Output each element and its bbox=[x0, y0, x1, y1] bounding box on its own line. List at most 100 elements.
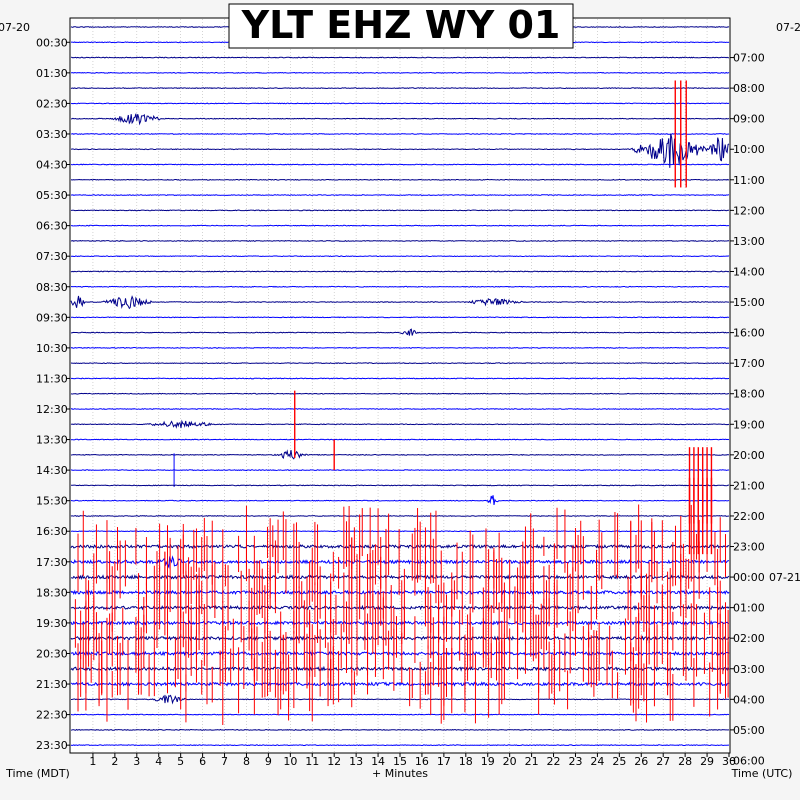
x-tick-label: 26 bbox=[634, 755, 648, 768]
x-tick-label: 23 bbox=[568, 755, 582, 768]
seismic-trace bbox=[70, 744, 729, 747]
chart-title: YLT EHZ WY 01 bbox=[241, 3, 561, 47]
seismic-trace bbox=[70, 87, 730, 90]
right-axis-label: Time (UTC) bbox=[731, 767, 793, 780]
left-time-label: 08:30 bbox=[36, 281, 68, 294]
right-time-label: 23:00 bbox=[733, 541, 765, 554]
right-time-label: 06:00 bbox=[733, 754, 765, 767]
right-time-label: 22:00 bbox=[733, 510, 765, 523]
seismic-trace bbox=[70, 728, 730, 731]
x-tick-label: 10 bbox=[283, 755, 297, 768]
x-tick-label: 19 bbox=[481, 755, 495, 768]
seismic-trace bbox=[70, 530, 730, 533]
right-time-label: 21:00 bbox=[733, 479, 765, 492]
seismic-trace bbox=[70, 194, 730, 196]
clipped-events bbox=[74, 80, 729, 726]
seismic-trace bbox=[70, 316, 730, 319]
left-date-label: 07-20 bbox=[0, 21, 30, 34]
x-tick-label: 27 bbox=[656, 755, 670, 768]
x-tick-label: 4 bbox=[155, 755, 162, 768]
x-tick-label: 11 bbox=[305, 755, 319, 768]
seismic-trace bbox=[70, 295, 729, 310]
seismic-trace bbox=[70, 132, 730, 135]
seismic-trace bbox=[70, 362, 730, 365]
right-time-label: 00:00 bbox=[733, 571, 765, 584]
seismic-traces bbox=[70, 26, 730, 747]
right-time-label: 18:00 bbox=[733, 388, 765, 401]
seismic-trace bbox=[70, 224, 730, 227]
x-tick-label: 29 bbox=[700, 755, 714, 768]
left-time-label: 04:30 bbox=[36, 159, 68, 172]
x-tick-label: 15 bbox=[393, 755, 407, 768]
x-tick-label: 20 bbox=[503, 755, 517, 768]
seismic-trace bbox=[70, 469, 730, 472]
x-tick-label: 7 bbox=[221, 755, 228, 768]
seismic-trace bbox=[70, 449, 729, 460]
left-time-label: 17:30 bbox=[36, 556, 68, 569]
seismic-trace bbox=[71, 484, 729, 487]
seismic-trace bbox=[70, 285, 730, 288]
seismic-trace bbox=[70, 419, 730, 429]
right-time-label: 01:00 bbox=[733, 602, 765, 615]
left-time-label: 03:30 bbox=[36, 128, 68, 141]
left-time-label: 01:30 bbox=[36, 67, 68, 80]
left-time-label: 21:30 bbox=[36, 678, 68, 691]
left-time-label: 11:30 bbox=[36, 372, 68, 385]
seismic-trace bbox=[70, 209, 730, 212]
x-tick-label: 9 bbox=[265, 755, 272, 768]
x-tick-label: 5 bbox=[177, 755, 184, 768]
seismic-trace bbox=[71, 71, 730, 74]
right-time-label: 12:00 bbox=[733, 204, 765, 217]
x-tick-label: 18 bbox=[459, 755, 473, 768]
left-time-label: 22:30 bbox=[36, 709, 68, 722]
seismic-trace bbox=[70, 495, 730, 505]
right-time-label: 13:00 bbox=[733, 235, 765, 248]
right-time-label: 09:00 bbox=[733, 113, 765, 126]
left-time-label: 19:30 bbox=[36, 617, 68, 630]
x-axis-ticks: 1 2 3 4 5 6 7 8 9 10 11 12 13 14 15 16 17 18 19 20 21 22 23 24 2… bbox=[89, 753, 736, 768]
right-time-label: 15:00 bbox=[733, 296, 765, 309]
right-time-label: 17:00 bbox=[733, 357, 765, 370]
x-tick-label: 3 bbox=[133, 755, 140, 768]
seismic-trace bbox=[70, 102, 730, 105]
left-time-label: 18:30 bbox=[36, 586, 68, 599]
right-time-label: 04:00 bbox=[733, 693, 765, 706]
x-tick-label: 2 bbox=[111, 755, 118, 768]
left-time-label: 05:30 bbox=[36, 189, 68, 202]
x-tick-label: 17 bbox=[437, 755, 451, 768]
seismic-trace bbox=[70, 713, 730, 716]
left-time-label: 10:30 bbox=[36, 342, 68, 355]
x-tick-label: 25 bbox=[612, 755, 626, 768]
right-time-label: 03:00 bbox=[733, 663, 765, 676]
seismic-trace bbox=[70, 270, 730, 273]
left-time-axis: 00:30 01:30 02:30 03:30 04:30 05:30 06:30 07:30… bbox=[36, 36, 70, 752]
left-axis-label: Time (MDT) bbox=[5, 767, 70, 780]
seismic-trace bbox=[70, 346, 730, 349]
x-tick-label: 6 bbox=[199, 755, 206, 768]
seismic-trace bbox=[70, 438, 730, 441]
x-tick-label: 8 bbox=[243, 755, 250, 768]
left-time-label: 02:30 bbox=[36, 97, 68, 110]
x-tick-label: 12 bbox=[327, 755, 341, 768]
right-date-change-label: 07-21 bbox=[769, 571, 800, 584]
right-time-label: 20:00 bbox=[733, 449, 765, 462]
right-time-label: 07:00 bbox=[733, 52, 765, 65]
x-tick-label: 21 bbox=[525, 755, 539, 768]
seismic-trace bbox=[71, 133, 730, 168]
x-tick-label: 22 bbox=[547, 755, 561, 768]
right-time-label: 14:00 bbox=[733, 265, 765, 278]
left-time-label: 16:30 bbox=[36, 525, 68, 538]
seismic-trace bbox=[71, 113, 730, 126]
gridlines bbox=[92, 19, 708, 752]
right-date-label-start: 07-2 bbox=[776, 21, 800, 34]
x-tick-label: 30 bbox=[722, 755, 736, 768]
right-time-label: 16:00 bbox=[733, 327, 765, 340]
right-time-label: 19:00 bbox=[733, 418, 765, 431]
x-axis-label: + Minutes bbox=[372, 767, 428, 780]
left-time-label: 07:30 bbox=[36, 250, 68, 263]
seismic-trace bbox=[70, 408, 730, 410]
seismic-trace bbox=[70, 515, 730, 517]
x-tick-label: 24 bbox=[590, 755, 604, 768]
left-time-label: 20:30 bbox=[36, 647, 68, 660]
x-tick-label: 14 bbox=[371, 755, 385, 768]
